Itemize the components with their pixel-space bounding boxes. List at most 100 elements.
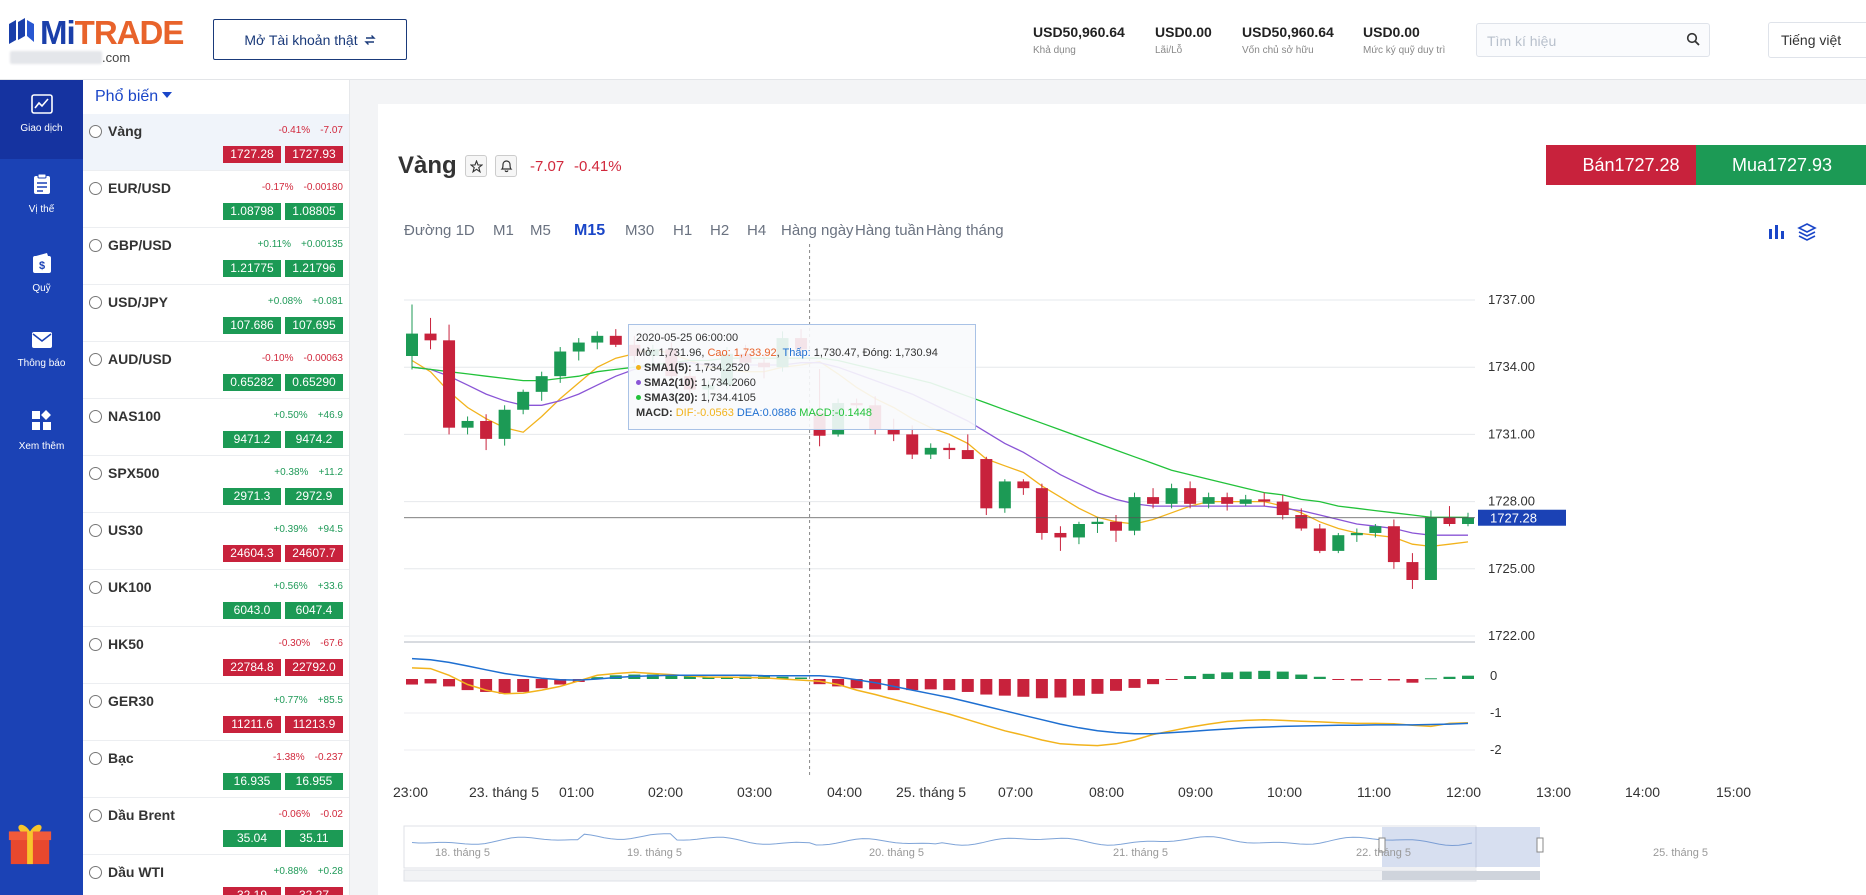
sell-price[interactable]: 1727.28	[223, 146, 281, 163]
sell-price[interactable]: 0.65282	[223, 374, 281, 391]
select-radio[interactable]	[89, 524, 102, 537]
select-radio[interactable]	[89, 752, 102, 765]
nav-item-positions[interactable]: Vị thế	[0, 159, 83, 238]
nav-item-funds[interactable]: $ Quỹ	[0, 238, 83, 317]
instrument-row[interactable]: USD/JPY +0.08% +0.081 107.686 107.695	[83, 285, 349, 342]
select-radio[interactable]	[89, 410, 102, 423]
price-alert-button[interactable]	[495, 155, 517, 177]
select-radio[interactable]	[89, 695, 102, 708]
timeframe-tab[interactable]: M30	[625, 222, 655, 239]
candle-body	[1110, 521, 1122, 531]
instrument-row[interactable]: AUD/USD -0.10% -0.00063 0.65282 0.65290	[83, 342, 349, 399]
nav-item-notifications[interactable]: Thông báo	[0, 317, 83, 396]
change-abs: +46.9	[317, 410, 343, 421]
macd-value: MACD:-0.1448	[799, 407, 873, 419]
select-radio[interactable]	[89, 182, 102, 195]
price-pair: 1.08798 1.08805	[223, 203, 343, 220]
select-radio[interactable]	[89, 581, 102, 594]
timeframe-tab[interactable]: H2	[710, 222, 730, 239]
price-chart[interactable]: 1737.00 1734.00 1731.00 1728.00 1725.00 1722.…	[378, 104, 1866, 895]
timeframe-tab[interactable]: H1	[673, 222, 693, 239]
select-radio[interactable]	[89, 638, 102, 651]
timeframe-tab[interactable]: M5	[530, 222, 551, 239]
stat-label: Lãi/Lỗ	[1155, 45, 1183, 56]
list-filter-dropdown[interactable]: Phổ biến	[83, 80, 349, 114]
buy-price[interactable]: 0.65290	[285, 374, 343, 391]
instrument-row[interactable]: UK100 +0.56% +33.6 6043.0 6047.4	[83, 570, 349, 627]
sell-price[interactable]: 9471.2	[223, 431, 281, 448]
buy-price[interactable]: 107.695	[285, 317, 343, 334]
instrument-row[interactable]: NAS100 +0.50% +46.9 9471.2 9474.2	[83, 399, 349, 456]
macd-bar	[1443, 676, 1456, 679]
macd-tick-label: -2	[1490, 742, 1502, 757]
sell-button[interactable]: Bán1727.28	[1546, 145, 1716, 185]
buy-price[interactable]: 24607.7	[285, 545, 343, 562]
instrument-row[interactable]: Dầu WTI +0.88% +0.28 32.19 32.27	[83, 855, 349, 895]
sell-price[interactable]: 2971.3	[223, 488, 281, 505]
timeframe-tab[interactable]: H4	[747, 222, 767, 239]
macd-bar	[646, 674, 659, 679]
favorite-star-button[interactable]	[465, 155, 487, 177]
timeframe-tab[interactable]: M15	[574, 222, 606, 239]
sell-price[interactable]: 107.686	[223, 317, 281, 334]
sell-price[interactable]: 6043.0	[223, 602, 281, 619]
sell-price[interactable]: 24604.3	[223, 545, 281, 562]
layers-icon[interactable]	[1797, 222, 1817, 242]
timeframe-tab[interactable]: M1	[493, 222, 514, 239]
instrument-row[interactable]: GER30 +0.77% +85.5 11211.6 11213.9	[83, 684, 349, 741]
nav-item-more[interactable]: Xem thêm	[0, 396, 83, 475]
instrument-row[interactable]: EUR/USD -0.17% -0.00180 1.08798 1.08805	[83, 171, 349, 228]
buy-button[interactable]: Mua1727.93	[1696, 145, 1866, 185]
macd-bar	[1462, 675, 1474, 679]
instrument-row[interactable]: HK50 -0.30% -67.6 22784.8 22792.0	[83, 627, 349, 684]
indicator-bars-icon[interactable]	[1767, 223, 1785, 241]
candle-body	[498, 409, 511, 439]
buy-price[interactable]: 16.955	[285, 773, 343, 790]
sell-price[interactable]: 35.04	[223, 830, 281, 847]
select-radio[interactable]	[89, 866, 102, 879]
search-icon[interactable]	[1686, 32, 1701, 47]
nav-item-trade[interactable]: Giao dịch	[0, 80, 83, 159]
select-radio[interactable]	[89, 125, 102, 138]
select-radio[interactable]	[89, 353, 102, 366]
buy-price[interactable]: 11213.9	[285, 716, 343, 733]
instrument-row[interactable]: GBP/USD +0.11% +0.00135 1.21775 1.21796	[83, 228, 349, 285]
language-select[interactable]: Tiếng việt	[1768, 22, 1866, 58]
buy-price[interactable]: 35.11	[285, 830, 343, 847]
sell-price[interactable]: 16.935	[223, 773, 281, 790]
logo[interactable]: MiTRADE .com	[6, 10, 206, 70]
select-radio[interactable]	[89, 296, 102, 309]
buy-price[interactable]: 6047.4	[285, 602, 343, 619]
stat-available: USD50,960.64 Khả dụng	[1033, 24, 1125, 56]
select-radio[interactable]	[89, 809, 102, 822]
buy-price[interactable]: 22792.0	[285, 659, 343, 676]
sell-price[interactable]: 22784.8	[223, 659, 281, 676]
sell-price[interactable]: 32.19	[223, 887, 281, 895]
instrument-row[interactable]: Dầu Brent -0.06% -0.02 35.04 35.11	[83, 798, 349, 855]
macd-bar	[554, 679, 567, 685]
tooltip-sma2: SMA2(10): 1,734.2060	[636, 376, 968, 391]
price-pair: 1727.28 1727.93	[223, 146, 343, 163]
timeframe-tab[interactable]: Hàng tuần	[855, 222, 925, 239]
open-real-account-button[interactable]: Mở Tài khoản thật	[213, 19, 407, 60]
instrument-row[interactable]: US30 +0.39% +94.5 24604.3 24607.7	[83, 513, 349, 570]
timeframe-tab[interactable]: Hàng ngày	[781, 222, 854, 239]
sell-price[interactable]: 1.08798	[223, 203, 281, 220]
buy-price[interactable]: 1727.93	[285, 146, 343, 163]
buy-price[interactable]: 9474.2	[285, 431, 343, 448]
select-radio[interactable]	[89, 239, 102, 252]
symbol-search-input[interactable]: Tìm kí hiệu	[1476, 23, 1710, 57]
buy-price[interactable]: 2972.9	[285, 488, 343, 505]
instrument-row[interactable]: SPX500 +0.38% +11.2 2971.3 2972.9	[83, 456, 349, 513]
buy-price[interactable]: 1.08805	[285, 203, 343, 220]
instrument-row[interactable]: Vàng -0.41% -7.07 1727.28 1727.93	[83, 114, 349, 171]
sell-price[interactable]: 1.21775	[223, 260, 281, 277]
instrument-row[interactable]: Bạc -1.38% -0.237 16.935 16.955	[83, 741, 349, 798]
select-radio[interactable]	[89, 467, 102, 480]
gift-icon[interactable]	[6, 818, 54, 866]
timeframe-tab[interactable]: Đường 1D	[404, 222, 475, 239]
buy-price[interactable]: 32.27	[285, 887, 343, 895]
sell-price[interactable]: 11211.6	[223, 716, 281, 733]
buy-price[interactable]: 1.21796	[285, 260, 343, 277]
timeframe-tab[interactable]: Hàng tháng	[926, 222, 1004, 239]
